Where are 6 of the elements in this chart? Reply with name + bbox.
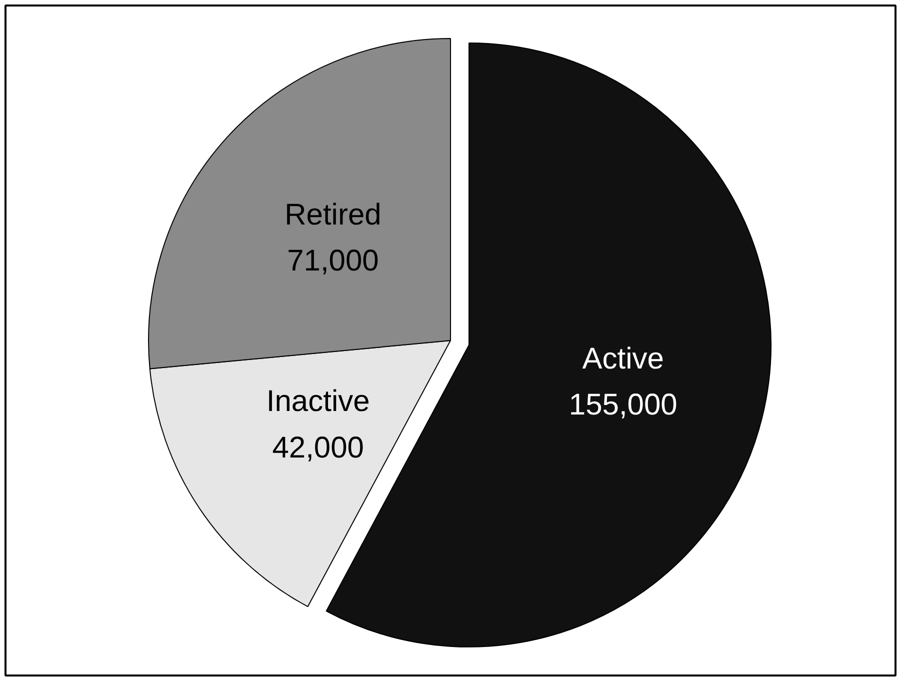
slice-label: Retired — [284, 198, 382, 232]
data-label: 155,000 — [568, 388, 678, 422]
slice-label: Inactive — [266, 385, 370, 418]
slice-label: Active — [582, 342, 664, 376]
data-label: 42,000 — [272, 431, 364, 464]
data-label: 71,000 — [287, 244, 379, 278]
